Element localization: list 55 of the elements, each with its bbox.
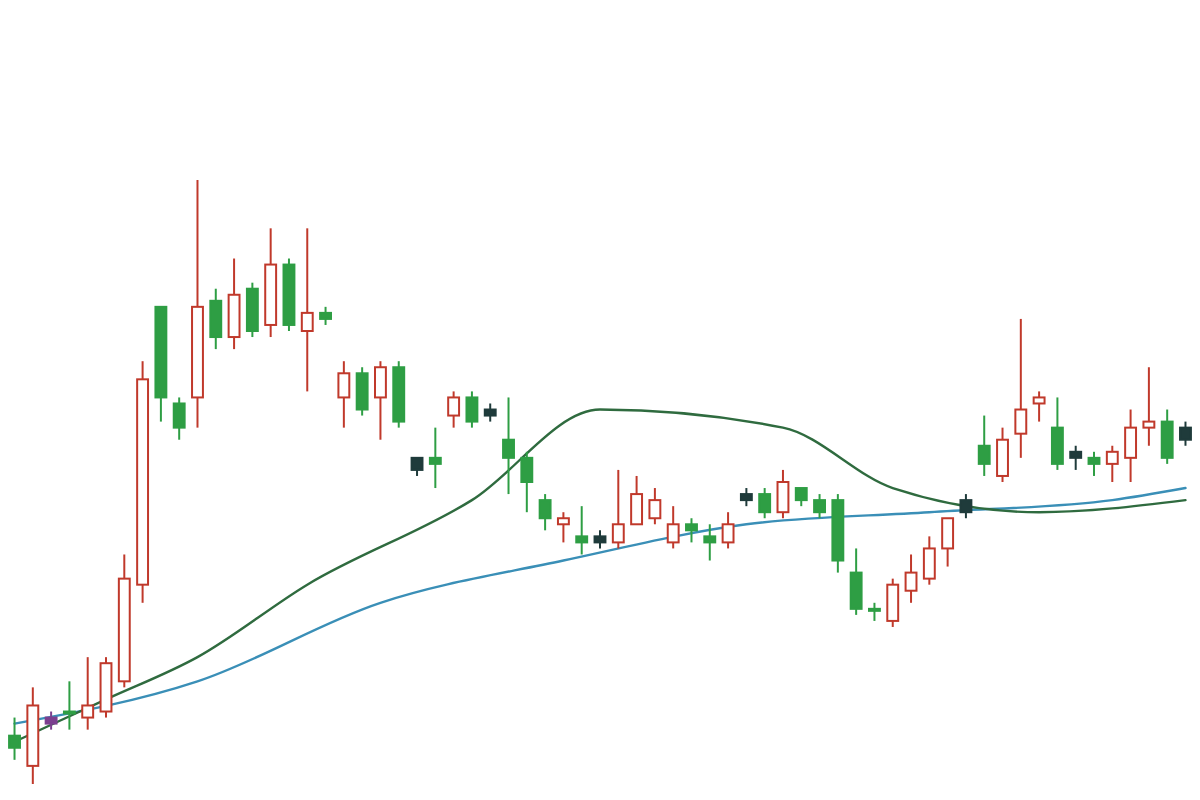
candlestick <box>996 426 1009 483</box>
candlestick <box>703 523 717 562</box>
candlestick <box>337 360 351 429</box>
candlestick <box>1179 420 1192 447</box>
candlestick <box>355 366 369 417</box>
candlestick <box>630 474 644 526</box>
candlestick <box>1032 390 1046 423</box>
candlestick <box>319 305 332 326</box>
candlestick <box>538 493 552 532</box>
candlestick <box>44 710 58 731</box>
candlestick <box>941 517 955 568</box>
candlestick <box>813 493 826 520</box>
candlestick <box>593 529 607 550</box>
candlestick <box>575 505 589 556</box>
candlestick <box>209 287 223 351</box>
candlestick <box>62 680 76 731</box>
candlestick <box>739 487 753 508</box>
candlestick <box>868 601 881 622</box>
candlestick <box>502 396 515 496</box>
candlestick <box>227 257 241 351</box>
candlestick <box>685 517 698 544</box>
candlestick <box>447 390 461 429</box>
candlestick <box>1069 444 1083 471</box>
candlestick <box>1142 366 1156 447</box>
candlestick <box>374 360 387 441</box>
candlestick <box>1050 396 1064 471</box>
candlestick <box>922 535 936 586</box>
candlestick <box>886 577 900 628</box>
candlestick <box>1087 450 1101 477</box>
candlestick <box>428 426 442 490</box>
candlestick <box>172 396 186 441</box>
candlestick <box>556 511 570 544</box>
candlestick <box>520 450 534 514</box>
candlestick <box>904 553 918 604</box>
candlestick <box>776 468 790 520</box>
candlestick <box>465 390 479 429</box>
candlestick <box>721 511 735 550</box>
candlestick <box>666 505 680 550</box>
candlestick <box>849 547 863 616</box>
candlestick <box>977 414 991 477</box>
candlestick <box>8 716 21 761</box>
candlestick <box>300 227 314 393</box>
candlestick <box>81 656 95 731</box>
candlestick <box>611 468 625 550</box>
candlestick <box>245 281 259 339</box>
candlestick <box>959 493 973 520</box>
candlestick <box>410 456 424 477</box>
candlestick <box>648 487 662 526</box>
candlestick <box>1160 408 1174 465</box>
candlestick <box>1124 408 1138 483</box>
candlestick <box>794 487 808 508</box>
candlestick <box>1014 317 1028 459</box>
candlestick <box>758 487 772 520</box>
candlestick <box>1105 444 1119 483</box>
candlestick <box>483 402 497 423</box>
